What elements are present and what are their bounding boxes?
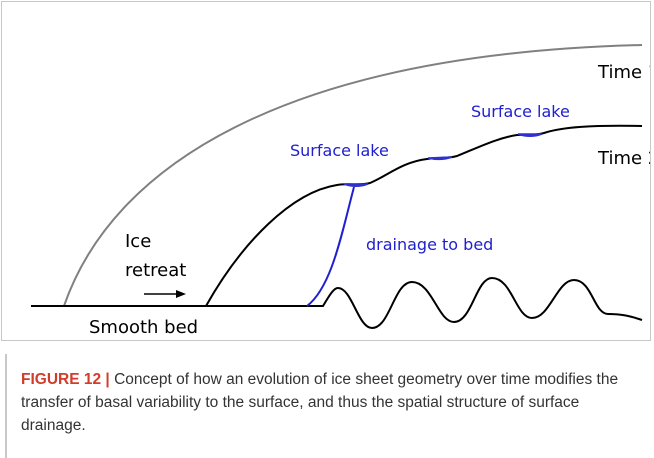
label: Surface lake [290, 141, 389, 160]
time2-surface [205, 124, 643, 307]
drainage-path [306, 186, 355, 307]
label: Smooth bed [89, 317, 198, 338]
lake [517, 133, 543, 137]
label: retreat [125, 260, 186, 281]
lake [427, 156, 453, 161]
figure-panel: Time 1 Time 2 Surface lake Surface lake … [1, 1, 654, 341]
caption-label: FIGURE 12 | [21, 371, 110, 388]
lake [343, 183, 369, 187]
bed [31, 276, 643, 330]
diagram: Time 1 Time 2 Surface lake Surface lake … [31, 44, 654, 338]
label: Ice [125, 231, 151, 252]
caption-text: Concept of how an evolution of ice sheet… [21, 371, 619, 434]
arrow-head [176, 290, 186, 298]
caption: FIGURE 12 | Concept of how an evolution … [5, 354, 635, 458]
time1-surface [63, 44, 643, 307]
label: Time 1 [597, 62, 650, 83]
label: drainage to bed [366, 235, 493, 254]
label: Time 2 [597, 148, 650, 169]
label: Surface lake [471, 102, 570, 121]
